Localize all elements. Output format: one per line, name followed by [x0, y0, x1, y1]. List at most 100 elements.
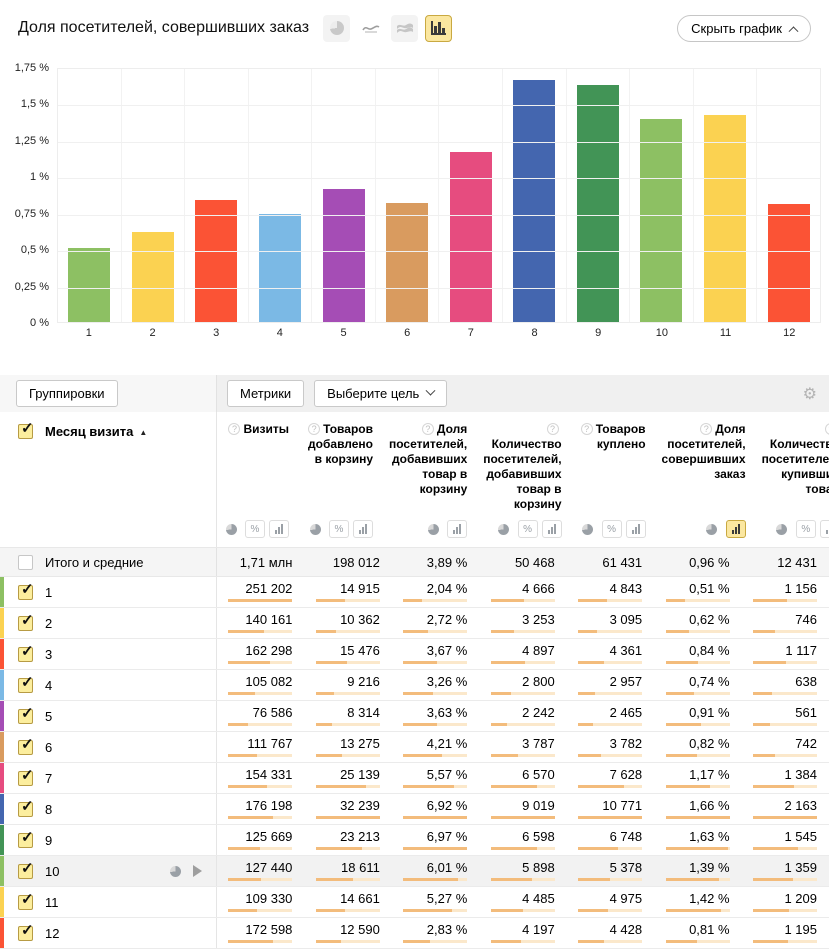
month-header-label[interactable]: Месяц визита: [45, 424, 134, 439]
bar-month-11[interactable]: [704, 115, 747, 322]
percent-toggle-icon[interactable]: %: [517, 520, 538, 538]
select-all-checkbox[interactable]: [18, 419, 34, 439]
column-header-label[interactable]: Товаров добавлено в корзину: [305, 422, 373, 467]
row-checkbox[interactable]: [18, 735, 34, 755]
row-value: 105 082: [245, 674, 293, 689]
value-ratio-bar: [665, 754, 730, 757]
row-value-cell: 109 330: [217, 887, 304, 917]
percent-toggle-icon[interactable]: %: [329, 520, 349, 538]
row-checkbox[interactable]: [18, 828, 34, 848]
bar-month-1[interactable]: [68, 247, 111, 322]
bar-month-5[interactable]: [322, 189, 365, 322]
pie-toggle-icon[interactable]: [772, 520, 792, 538]
value-ratio-bar: [228, 754, 293, 757]
sort-asc-icon[interactable]: ▲: [139, 428, 148, 437]
value-ratio-bar: [315, 909, 380, 912]
row-pie-icon[interactable]: [170, 865, 181, 877]
bar-month-3[interactable]: [195, 199, 238, 322]
totals-checkbox[interactable]: [18, 554, 33, 570]
value-ratio-bar: [578, 878, 643, 881]
row-value: 2 465: [609, 705, 643, 720]
row-checkbox[interactable]: [18, 859, 34, 879]
row-value-cell: 2,72 %: [392, 608, 479, 638]
bar-toggle-icon[interactable]: [353, 520, 373, 538]
value-ratio-bar: [490, 661, 555, 664]
bar-toggle-icon[interactable]: [269, 520, 289, 538]
percent-toggle-icon[interactable]: %: [795, 520, 816, 538]
bar-month-9[interactable]: [576, 84, 619, 322]
value-ratio-bar: [490, 816, 555, 819]
row-value: 23 213: [340, 829, 380, 844]
bar-month-12[interactable]: [767, 203, 810, 322]
row-checkbox[interactable]: [18, 673, 34, 693]
row-value-cell: 1 195: [742, 918, 829, 948]
line-chart-icon[interactable]: [357, 15, 384, 42]
bar-month-6[interactable]: [386, 202, 429, 322]
value-ratio-bar: [665, 785, 730, 788]
metrics-button[interactable]: Метрики: [227, 380, 305, 407]
value-ratio-bar: [315, 661, 380, 664]
bar-month-4[interactable]: [259, 214, 302, 322]
row-value: 111 767: [247, 736, 293, 751]
bar-toggle-icon[interactable]: [625, 520, 646, 538]
row-value-cell: 111 767: [217, 732, 304, 762]
bar-month-8[interactable]: [513, 80, 556, 322]
row-value: 127 440: [245, 860, 293, 875]
row-checkbox[interactable]: [18, 704, 34, 724]
row-checkbox[interactable]: [18, 890, 34, 910]
y-tick-label: 1,25 %: [14, 134, 49, 147]
x-tick-label: 10: [655, 327, 668, 339]
row-checkbox[interactable]: [18, 611, 34, 631]
bar-month-7[interactable]: [449, 151, 492, 322]
stacked-area-icon[interactable]: [391, 14, 419, 42]
row-checkbox[interactable]: [18, 797, 34, 817]
pie-chart-icon[interactable]: [323, 14, 351, 42]
pie-toggle-icon[interactable]: [423, 520, 443, 538]
row-checkbox[interactable]: [18, 642, 34, 662]
column-chart-icon[interactable]: [425, 14, 453, 42]
value-ratio-bar: [665, 940, 730, 943]
settings-gear-icon[interactable]: ⚙: [802, 386, 817, 403]
hide-chart-label: Скрыть график: [691, 20, 782, 36]
bar-toggle-icon[interactable]: [447, 520, 468, 538]
groupings-button[interactable]: Группировки: [16, 380, 118, 407]
totals-value-cell: 1,71 млн: [217, 548, 304, 576]
percent-toggle-icon[interactable]: %: [601, 520, 622, 538]
value-ratio-bar: [228, 661, 293, 664]
gridline: [58, 141, 820, 143]
percent-toggle-icon[interactable]: %: [245, 520, 265, 538]
column-header-label[interactable]: Количество посетителей, добавивших товар…: [483, 422, 562, 512]
row-label: 9: [45, 832, 53, 848]
row-value: 3,67 %: [426, 643, 468, 658]
pie-toggle-icon[interactable]: [305, 520, 325, 538]
bar-toggle-icon[interactable]: [725, 520, 746, 538]
row-value: 0,84 %: [689, 643, 730, 658]
bar-month-2[interactable]: [131, 231, 174, 322]
bar-month-10[interactable]: [640, 119, 683, 322]
bar-toggle-icon[interactable]: [819, 520, 829, 538]
column-header-label[interactable]: Визиты: [228, 422, 289, 437]
column-header-label[interactable]: Количество посетителей, купивших товар: [762, 422, 829, 497]
value-ratio-bar: [315, 940, 380, 943]
bar-toggle-icon[interactable]: [541, 520, 562, 538]
value-ratio-bar: [578, 816, 643, 819]
pie-toggle-icon[interactable]: [494, 520, 514, 538]
pie-toggle-icon[interactable]: [578, 520, 598, 538]
percent-glyph: %: [607, 523, 616, 535]
column-header-label[interactable]: Доля посетителей, добавивших товар в кор…: [389, 422, 467, 497]
column-header-label[interactable]: Товаров куплено: [578, 422, 646, 452]
pie-toggle-icon[interactable]: [702, 520, 722, 538]
row-checkbox[interactable]: [18, 921, 34, 941]
row-checkbox[interactable]: [18, 580, 34, 600]
pie-glyph: [309, 523, 321, 535]
hide-chart-button[interactable]: Скрыть график: [677, 14, 811, 42]
select-goal-button[interactable]: Выберите цель: [314, 380, 448, 407]
row-checkbox[interactable]: [18, 766, 34, 786]
row-value: 109 330: [245, 891, 293, 906]
value-ratio-bar: [315, 692, 380, 695]
pie-toggle-icon[interactable]: [221, 520, 241, 538]
chevron-up-icon: [788, 25, 799, 36]
row-play-icon[interactable]: [193, 865, 202, 877]
column-header-label[interactable]: Доля посетителей, совершивших заказ: [662, 422, 746, 482]
table-row: 7 154 331 25 139 5,57 % 6 570 7 628 1,17 % 1 38…: [0, 763, 829, 794]
